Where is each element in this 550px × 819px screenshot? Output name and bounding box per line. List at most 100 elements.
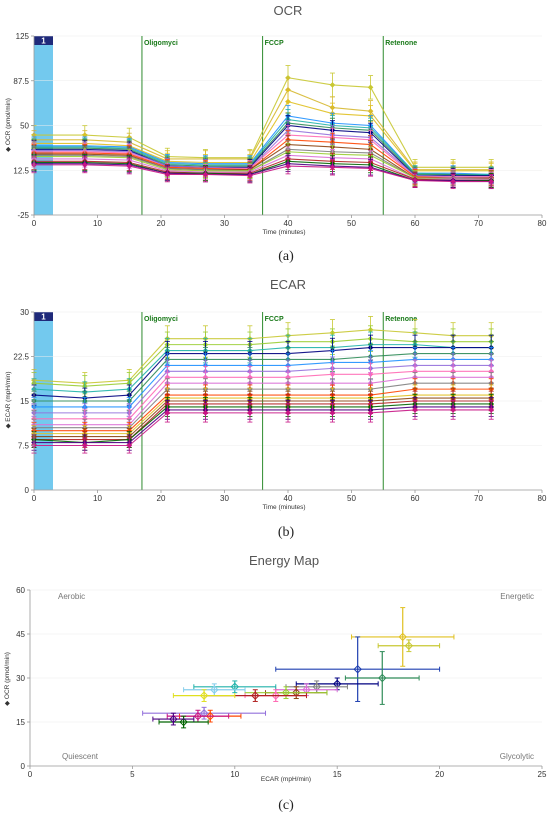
y-axis-label: ◆ OCR (pmol/min) [4, 652, 11, 706]
series-line [34, 164, 492, 183]
data-point [412, 407, 418, 413]
data-point [291, 688, 301, 697]
y-tick-label: 15 [20, 397, 29, 406]
ocr-chart: OCR 1 Oligomyci FCCP Retenone 0 10 20 30 40 50 6… [5, 3, 547, 264]
y-tick-label: 22.5 [13, 353, 29, 362]
y-tick-label: -25 [17, 211, 29, 220]
x-tick-label: 30 [220, 219, 229, 228]
data-point [81, 162, 88, 168]
data-point [199, 708, 209, 718]
y-tick-label: 50 [20, 122, 29, 131]
data-point [450, 178, 456, 185]
x-tick-label: 20 [157, 219, 166, 228]
x-tick-label: 0 [32, 494, 37, 503]
series-line [34, 397, 492, 438]
x-tick-label: 60 [411, 494, 420, 503]
series-line [33, 347, 492, 399]
data-point [312, 682, 321, 692]
series-line [33, 329, 492, 384]
x-tick-label: 0 [28, 770, 33, 779]
energy-point-0 [351, 607, 455, 667]
data-point [164, 410, 171, 416]
chart-title: OCR [274, 3, 303, 18]
energy-point-13 [172, 689, 236, 702]
y-tick-label: 87.5 [13, 77, 29, 86]
series-line [34, 158, 492, 181]
energy-point-2 [275, 636, 441, 702]
injection-label: FCCP [265, 316, 284, 323]
series-line [34, 370, 492, 420]
x-tick-label: 80 [538, 219, 547, 228]
x-tick-label: 10 [93, 494, 102, 503]
injection-label: FCCP [265, 40, 284, 47]
energy-point-1 [377, 639, 441, 653]
data-point [247, 172, 253, 179]
measurement-badge [34, 312, 53, 321]
energy-point-16 [166, 709, 230, 723]
x-tick-label: 60 [411, 219, 420, 228]
series-line [34, 118, 492, 175]
chart-title: Energy Map [249, 553, 319, 568]
data-point [404, 641, 414, 650]
data-point [81, 442, 88, 449]
injection-label: Retenone [385, 40, 417, 47]
data-point [353, 664, 362, 674]
x-tick-label: 15 [333, 770, 342, 779]
y-tick-label: 60 [16, 586, 25, 595]
x-axis-label: Time (minutes) [262, 504, 305, 511]
data-point [302, 685, 311, 694]
y-tick-label: 15 [16, 718, 25, 727]
data-point [398, 632, 407, 642]
y-tick-label: 30 [16, 674, 25, 683]
series-line [33, 403, 492, 444]
x-tick-label: 30 [220, 494, 229, 503]
data-point [329, 82, 336, 88]
grid [30, 589, 542, 767]
data-point [367, 410, 374, 416]
series-line [34, 89, 492, 171]
injection-label: Retenone [385, 316, 417, 323]
y-axis-label: ◆ OCR (pmol/min) [5, 98, 12, 152]
series-line [34, 382, 492, 429]
injection-label: Oligomyci [144, 40, 178, 47]
x-tick-label: 70 [474, 219, 483, 228]
data-point [202, 410, 209, 416]
injection-label: Oligomyci [144, 316, 178, 323]
data-point [488, 407, 495, 413]
energy-point-8 [244, 686, 328, 700]
scatter-points [142, 607, 455, 729]
x-tick-label: 25 [538, 770, 547, 779]
energy-point-18 [152, 712, 195, 726]
y-axis-label: ◆ ECAR (mpH/min) [5, 371, 12, 428]
data-point [412, 177, 418, 184]
x-tick-label: 0 [32, 219, 37, 228]
data-point [332, 679, 342, 689]
x-tick-label: 80 [538, 494, 547, 503]
data-point [329, 164, 336, 171]
series-line [34, 129, 492, 178]
y-tick-label: 0 [21, 762, 26, 771]
data-point [126, 163, 133, 169]
energy-point-11 [193, 680, 277, 694]
x-tick-label: 10 [93, 219, 102, 228]
data-point [329, 410, 336, 416]
series-line [33, 344, 492, 393]
data-point [210, 685, 219, 694]
axes: 0 10 20 30 40 50 60 70 80 0 7.5 15 22.5 30 [13, 308, 547, 503]
series-line [34, 358, 492, 408]
x-tick-label: 50 [347, 219, 356, 228]
y-tick-label: 30 [20, 308, 29, 317]
axes: 0 5 10 15 20 25 0 15 30 45 60 [16, 586, 547, 779]
data-point [199, 691, 209, 700]
data-point [251, 691, 260, 700]
x-tick-label: 70 [474, 494, 483, 503]
series-line [33, 338, 492, 387]
data-point [126, 442, 133, 449]
ecar-chart: ECAR 1 Oligomyci FCCP Retenone 0 10 20 30 40 50… [5, 277, 547, 540]
data-point [271, 691, 281, 700]
x-tick-label: 40 [284, 219, 293, 228]
corner-label-energetic: Energetic [500, 592, 534, 601]
data-point [450, 407, 456, 413]
data-point [164, 171, 171, 178]
injection-markers: Oligomyci FCCP Retenone [141, 36, 417, 215]
